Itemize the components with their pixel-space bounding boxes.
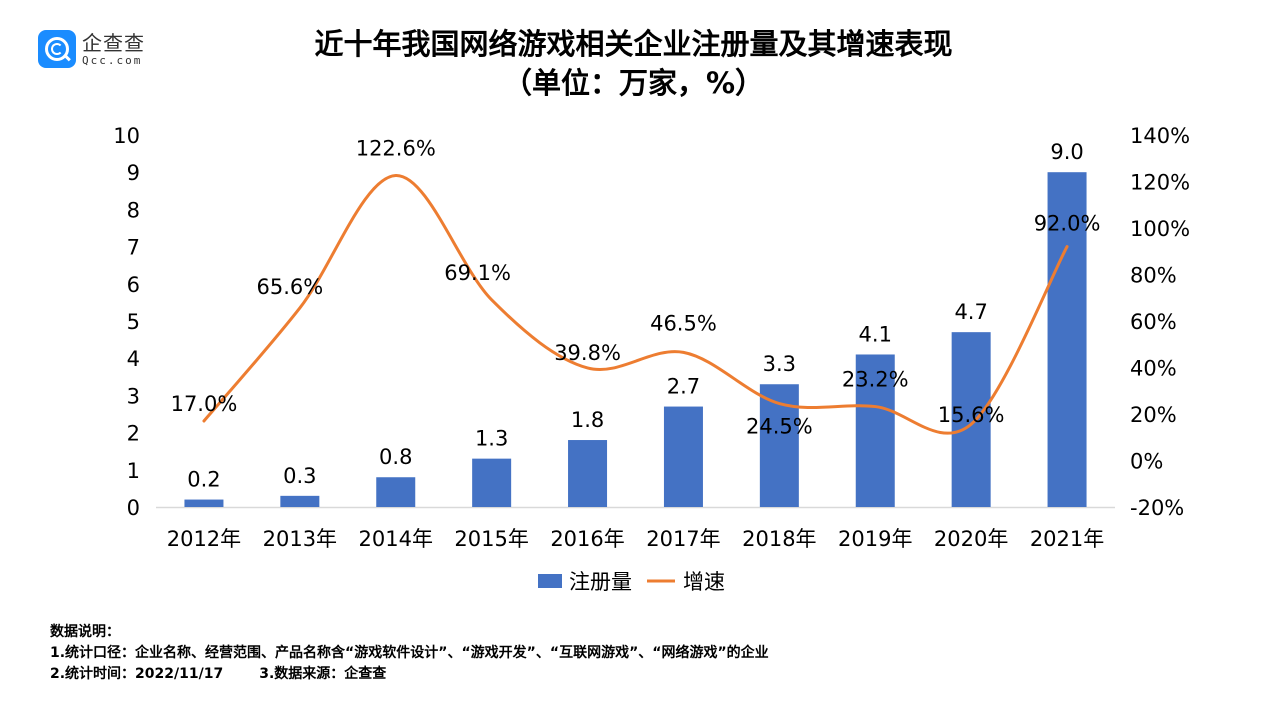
- legend-swatch-bar: [538, 574, 562, 588]
- logo-cn-text: 企查查: [82, 30, 145, 55]
- legend-label-line: 增速: [683, 570, 725, 594]
- line-data-label: 92.0%: [1034, 212, 1101, 236]
- bar-data-label: 3.3: [763, 352, 796, 376]
- right-axis-tick-label: 100%: [1130, 217, 1190, 241]
- left-axis-tick-label: 4: [127, 347, 140, 371]
- x-axis-tick-label: 2012年: [167, 527, 241, 551]
- right-axis-tick-label: 60%: [1130, 310, 1177, 334]
- right-axis: -20% 0% 20% 40% 60% 80% 100% 120% 140%: [1130, 124, 1190, 520]
- left-axis: 0 1 2 3 4 5 6 7 8 9 10: [113, 124, 140, 520]
- line-data-label: 23.2%: [842, 368, 909, 392]
- bar-data-label: 0.3: [283, 464, 316, 488]
- bar-data-label: 0.2: [187, 468, 220, 492]
- chart-title: 近十年我国网络游戏相关企业注册量及其增速表现: [314, 27, 953, 61]
- bar: [663, 406, 703, 507]
- x-axis-tick-label: 2020年: [934, 527, 1008, 551]
- notes-heading: 数据说明：: [50, 624, 120, 640]
- logo-en-text: Qcc.com: [82, 53, 143, 67]
- chart-subtitle: （单位：万家，%）: [502, 66, 765, 100]
- bar-data-label: 1.3: [475, 427, 508, 451]
- right-axis-tick-label: 140%: [1130, 124, 1190, 148]
- data-notes: 数据说明： 1.统计口径：企业名称、经营范围、产品名称含“游戏软件设计”、“游戏…: [50, 622, 769, 685]
- x-axis: 2012年 2013年 2014年 2015年 2016年 2017年 2018年 2019年…: [167, 527, 1105, 551]
- legend: 注册量 增速: [538, 570, 725, 594]
- left-axis-tick-label: 6: [127, 273, 140, 297]
- legend-label-bar: 注册量: [569, 570, 632, 594]
- bar-data-labels: 0.2 0.3 0.8 1.3 1.8 2.7 3.3 4.1 4.7 9.0: [187, 140, 1084, 491]
- bar: [376, 477, 416, 507]
- line-data-label: 15.6%: [938, 403, 1005, 427]
- line-data-label: 46.5%: [650, 311, 717, 335]
- x-axis-tick-label: 2019年: [838, 527, 912, 551]
- left-axis-tick-label: 8: [127, 198, 140, 222]
- line-data-label: 65.6%: [256, 275, 323, 299]
- bar: [280, 495, 320, 507]
- x-axis-tick-label: 2021年: [1030, 527, 1104, 551]
- notes-date: 2.统计时间：2022/11/17: [50, 666, 224, 682]
- line-data-label: 122.6%: [356, 136, 436, 160]
- qcc-logo-icon: [38, 30, 76, 68]
- bar-data-label: 0.8: [379, 445, 412, 469]
- left-axis-tick-label: 9: [127, 161, 140, 185]
- bar: [951, 332, 991, 507]
- bar-data-label: 1.8: [571, 408, 604, 432]
- left-axis-tick-label: 0: [127, 496, 140, 520]
- left-axis-tick-label: 7: [127, 236, 140, 260]
- bar-data-label: 2.7: [667, 375, 700, 399]
- line-data-label: 69.1%: [444, 261, 511, 285]
- left-axis-tick-label: 1: [127, 459, 140, 483]
- right-axis-tick-label: -20%: [1130, 496, 1184, 520]
- left-axis-tick-label: 5: [127, 310, 140, 334]
- right-axis-tick-label: 0%: [1130, 450, 1163, 474]
- line-data-labels: 17.0% 65.6% 122.6% 69.1% 39.8% 46.5% 24.5% 23.2…: [171, 136, 1101, 438]
- bar: [855, 354, 895, 507]
- line-data-label: 39.8%: [554, 341, 621, 365]
- x-axis-tick-label: 2015年: [454, 527, 528, 551]
- x-axis-tick-label: 2014年: [359, 527, 433, 551]
- qcc-logo: 企查查 Qcc.com: [38, 30, 145, 68]
- right-axis-tick-label: 80%: [1130, 264, 1177, 288]
- notes-source: 3.数据来源：企查查: [259, 666, 387, 682]
- x-axis-tick-label: 2018年: [742, 527, 816, 551]
- right-axis-tick-label: 120%: [1130, 171, 1190, 195]
- left-axis-tick-label: 2: [127, 422, 140, 446]
- left-axis-tick-label: 3: [127, 384, 140, 408]
- line-data-label: 17.0%: [171, 392, 238, 416]
- notes-scope: 1.统计口径：企业名称、经营范围、产品名称含“游戏软件设计”、“游戏开发”、“互…: [50, 645, 769, 661]
- bar: [184, 499, 224, 507]
- x-axis-tick-label: 2016年: [550, 527, 624, 551]
- bar-data-label: 4.1: [859, 322, 892, 346]
- bar-data-label: 9.0: [1050, 140, 1083, 164]
- growth-line-series: [202, 173, 1069, 435]
- bar: [1047, 172, 1087, 507]
- left-axis-tick-label: 10: [113, 124, 140, 148]
- line-data-label: 24.5%: [746, 415, 813, 439]
- bar: [568, 440, 608, 507]
- right-axis-tick-label: 20%: [1130, 403, 1177, 427]
- x-axis-tick-label: 2017年: [646, 527, 720, 551]
- bar: [472, 458, 512, 507]
- right-axis-tick-label: 40%: [1130, 357, 1177, 381]
- x-axis-tick-label: 2013年: [263, 527, 337, 551]
- bar-series: [184, 172, 1087, 507]
- bar-data-label: 4.7: [954, 300, 987, 324]
